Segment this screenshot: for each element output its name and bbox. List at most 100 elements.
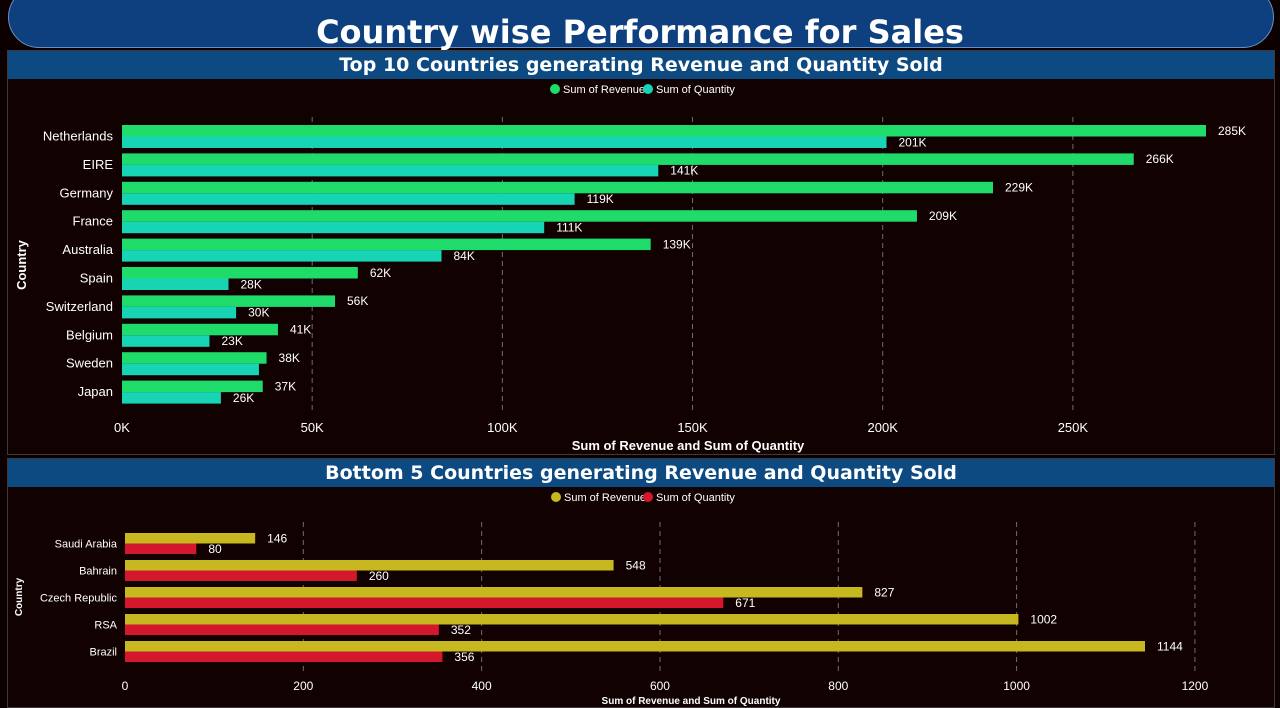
bot-category-label: Brazil [89,647,117,659]
top-bar [122,181,994,194]
top-bar [122,238,651,251]
top-category-label: Netherlands [43,129,114,144]
top-category-label: Spain [80,271,113,286]
bottom-chart-title: Bottom 5 Countries generating Revenue an… [8,459,1274,487]
bot-x-tick-label: 800 [828,679,848,693]
top-category-label: EIRE [83,157,114,172]
bot-data-label: 1144 [1157,639,1183,653]
top-bar [122,193,575,205]
top-bar [122,352,267,364]
bot-x-axis-title: Sum of Revenue and Sum of Quantity [602,696,781,707]
top-data-label: 141K [670,164,698,178]
top-category-label: Switzerland [46,299,113,314]
bot-data-label: 260 [369,569,389,583]
top-bar [122,323,278,336]
top-chart-title: Top 10 Countries generating Revenue and … [8,51,1274,79]
bot-bar [125,570,357,581]
top-data-label: 229K [1005,181,1033,195]
bot-legend-marker [643,492,653,502]
bot-data-label: 548 [626,558,646,572]
top-bar [122,250,442,262]
bot-bar [125,533,256,544]
top-bar [122,125,1206,137]
top-data-label: 62K [370,266,391,280]
bot-bar [125,641,1145,652]
top-bar [122,267,358,279]
top-bar [122,363,259,376]
top-x-tick-label: 0K [114,420,130,435]
bot-x-tick-label: 1200 [1182,679,1209,693]
bot-bar [125,624,439,635]
top-data-label: 84K [453,249,474,263]
bot-bar [125,597,724,608]
top-bar [122,392,221,404]
top-data-label: 139K [663,237,691,251]
top-bar [122,306,237,319]
top-x-tick-label: 200K [868,420,899,435]
top-category-label: Australia [62,242,113,257]
bot-data-label: 352 [451,623,471,637]
top-category-label: Germany [60,185,114,200]
top-category-label: Belgium [66,327,113,342]
bot-x-tick-label: 400 [472,679,492,693]
top-y-axis-title: Country [14,239,29,290]
bot-legend-marker [551,492,561,502]
top-data-label: 209K [929,209,957,223]
top-category-label: Sweden [66,356,113,371]
bot-category-label: Czech Republic [40,593,118,605]
top-data-label: 26K [233,391,254,405]
top-x-tick-label: 100K [487,420,518,435]
bot-data-label: 1002 [1030,612,1057,626]
bottom-countries-panel: Bottom 5 Countries generating Revenue an… [7,458,1275,708]
bot-data-label: 671 [735,596,755,610]
top-legend-label: Sum of Revenue [563,84,645,96]
top-data-label: 30K [248,306,269,320]
bot-x-tick-label: 1000 [1003,679,1030,693]
bot-data-label: 827 [874,585,894,599]
bot-x-tick-label: 600 [650,679,670,693]
top-data-label: 23K [221,334,242,348]
top-legend-marker [643,84,653,94]
bot-bar [125,543,197,554]
top-bar [122,380,263,393]
top-data-label: 37K [275,379,296,393]
top-x-tick-label: 250K [1058,420,1089,435]
bot-y-axis-title: Country [14,577,25,616]
top-data-label: 28K [240,277,261,291]
top-category-label: France [73,214,113,229]
top-bar [122,295,335,307]
top-data-label: 38K [279,351,300,365]
bot-category-label: RSA [94,620,117,632]
bot-bar [125,587,863,598]
top-data-label: 285K [1218,124,1246,138]
bot-data-label: 146 [267,531,287,545]
bot-x-tick-label: 200 [293,679,313,693]
top-data-label: 119K [587,192,614,206]
top-bar [122,153,1134,165]
top-x-tick-label: 150K [677,420,708,435]
top-bar [122,136,887,148]
header-banner [8,0,1274,48]
top-bar [122,164,659,177]
top-legend-label: Sum of Quantity [656,84,735,96]
top-legend-marker [550,84,560,94]
top-bar [122,221,545,234]
top-data-label: 41K [290,323,311,337]
bot-data-label: 80 [208,542,222,556]
bot-bar [125,651,443,662]
top-data-label: 56K [347,294,368,308]
bot-category-label: Bahrain [79,566,117,578]
bot-legend-label: Sum of Revenue [564,492,646,504]
top-data-label: 266K [1146,152,1174,166]
page-title: Country wise Performance for Sales [316,13,964,51]
bot-legend-label: Sum of Quantity [656,492,735,504]
top-x-axis-title: Sum of Revenue and Sum of Quantity [572,438,805,453]
top-x-tick-label: 50K [301,420,324,435]
top-bar [122,335,210,347]
bot-category-label: Saudi Arabia [55,539,118,551]
top-bar [122,278,229,290]
bot-data-label: 356 [454,650,474,664]
bot-bar [125,614,1019,625]
bot-x-tick-label: 0 [122,679,129,693]
